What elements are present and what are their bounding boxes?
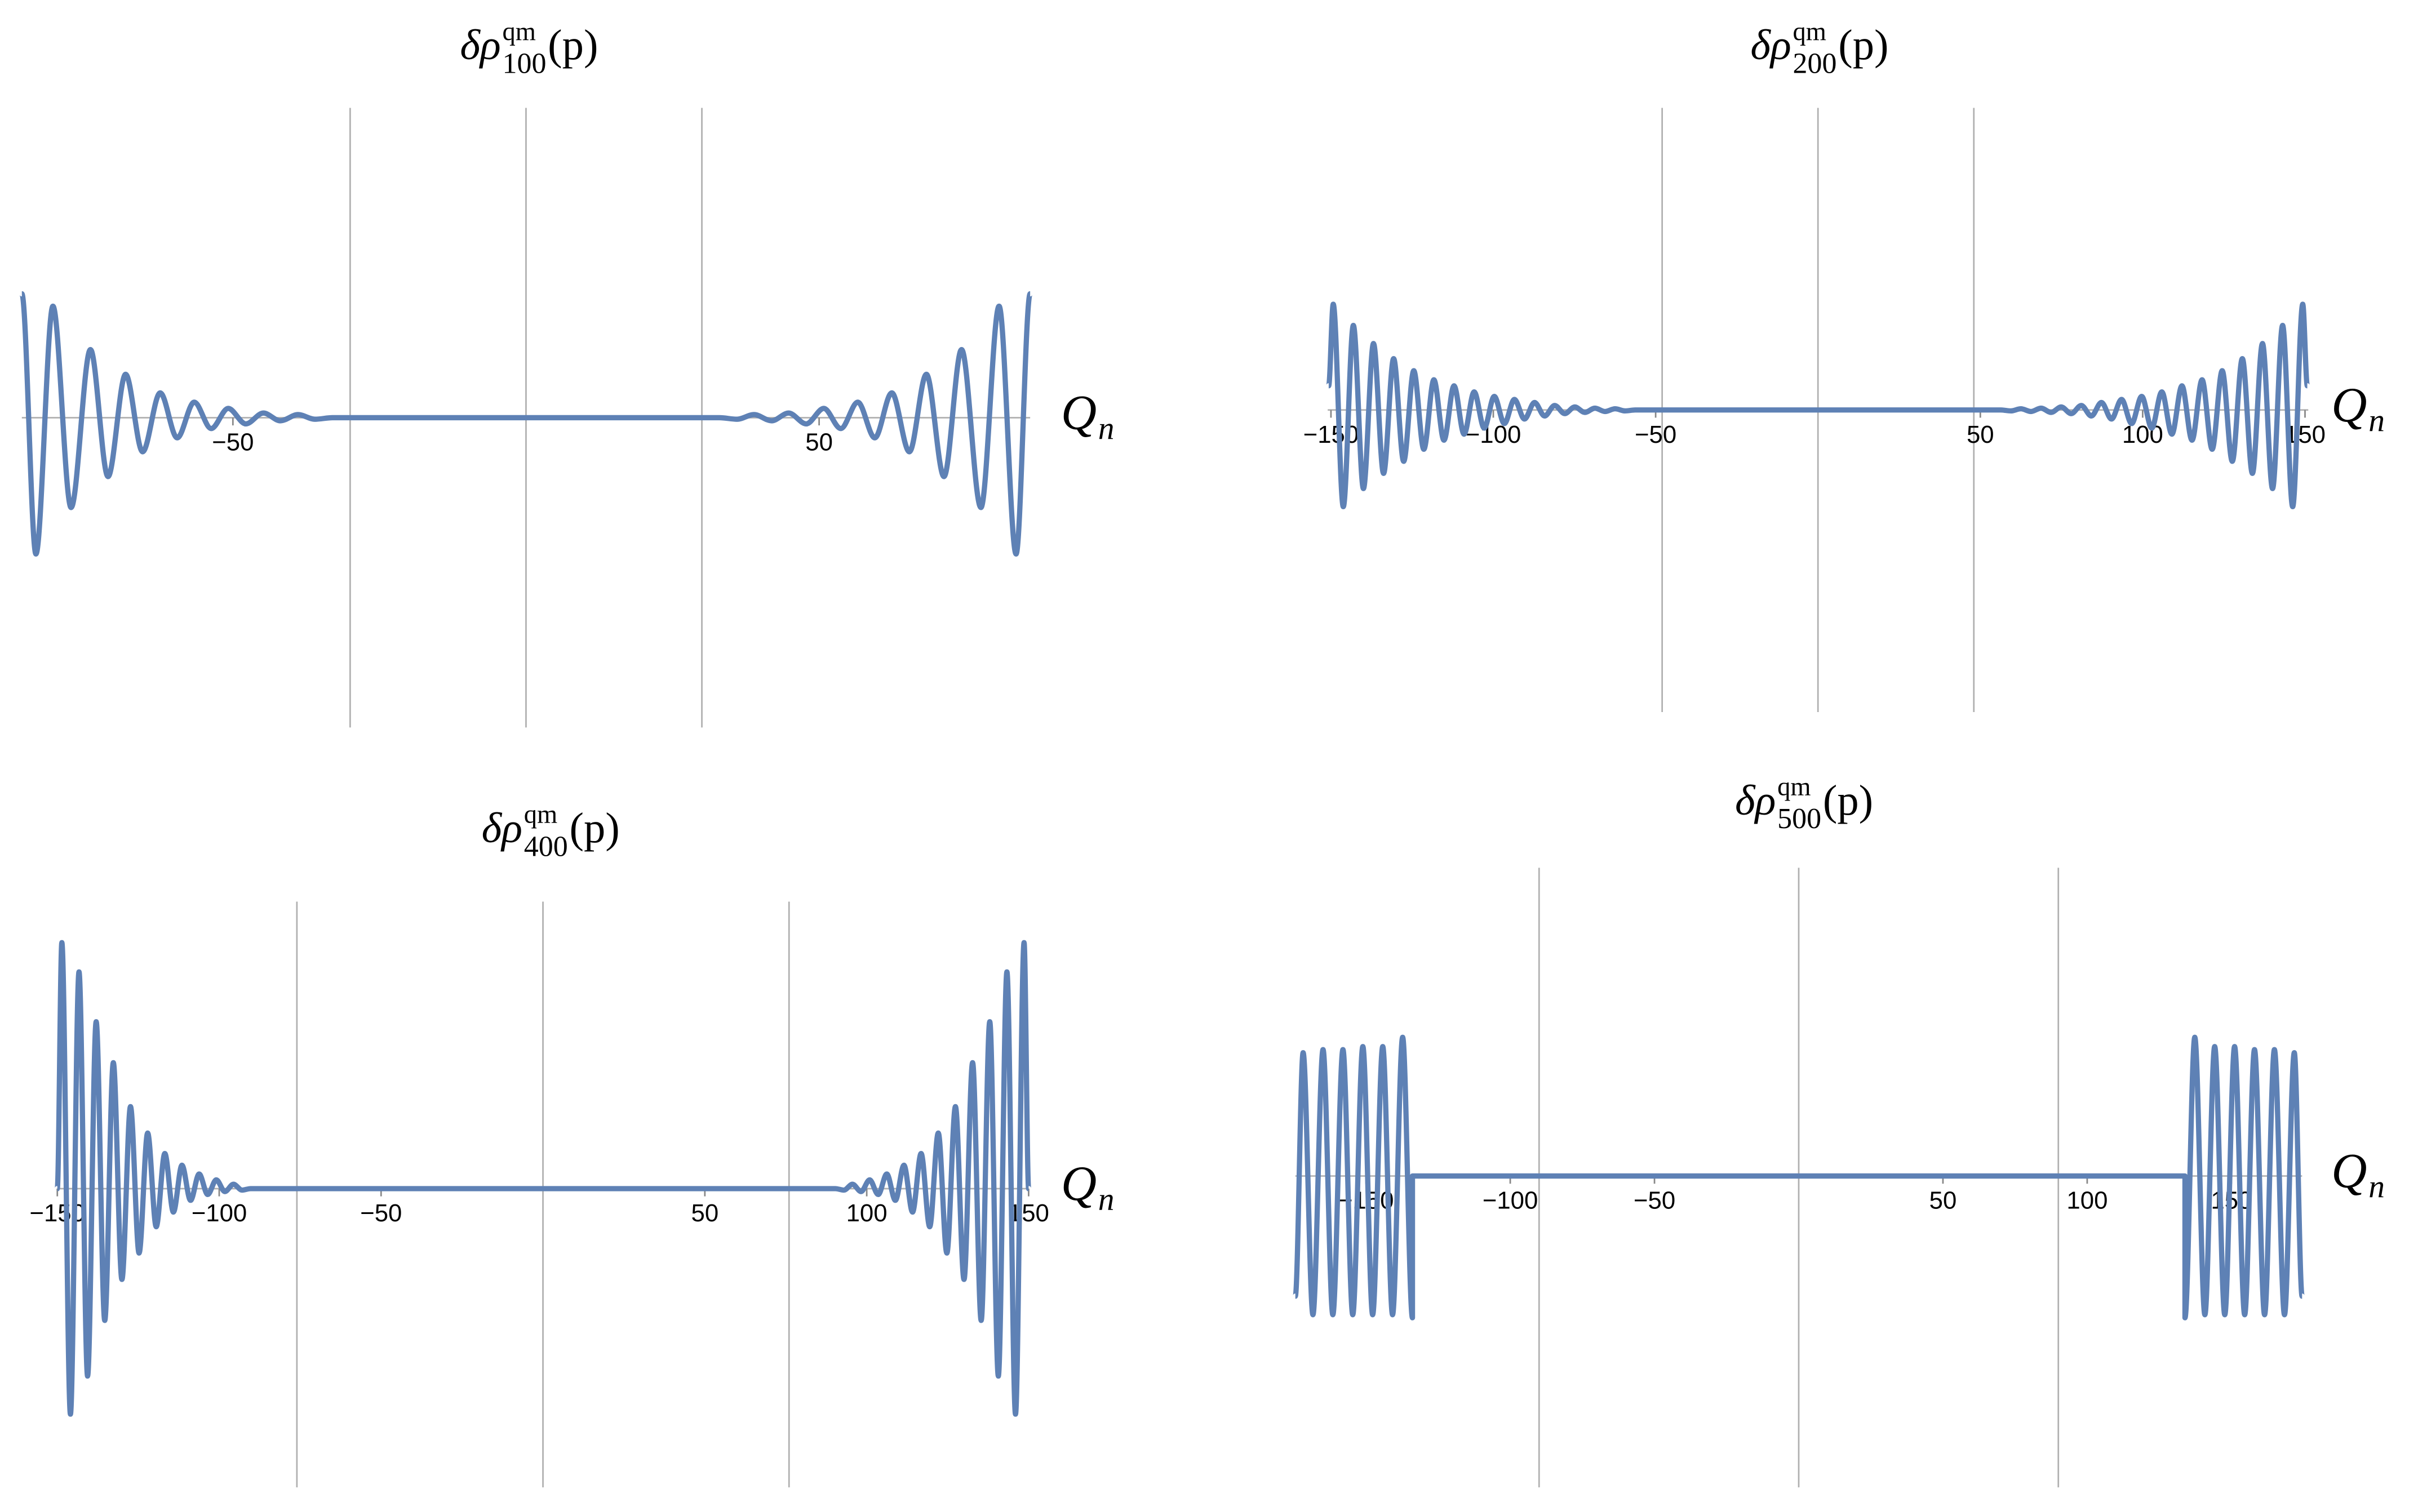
title-sup: qm [524,801,557,829]
x-axis-label-sub: n [2368,403,2385,439]
title-sub: 500 [1777,803,1821,835]
x-axis-label: Q [1061,385,1097,440]
data-line [19,291,1033,557]
x-tick-label: 50 [1967,421,1994,448]
x-axis-label: Q [2331,377,2367,432]
data-line [55,940,1032,1417]
x-axis-label-sub: n [1098,1182,1115,1217]
x-axis-label: Q [1061,1156,1097,1211]
x-tick-label: 100 [846,1199,888,1227]
x-tick-label: −100 [192,1199,247,1227]
x-axis-label-sub: n [2368,1169,2385,1204]
x-tick-label: 50 [805,429,833,456]
title-base: δρ [1750,21,1791,69]
x-tick-label: −100 [1466,421,1521,448]
title-arg: (p) [1823,776,1873,824]
title-arg: (p) [569,804,619,852]
data-line [1293,1034,2305,1320]
data-line [1326,301,2310,510]
x-tick-label: 100 [2066,1187,2108,1215]
title-arg: (p) [1838,21,1888,69]
title-base: δρ [1735,776,1776,824]
x-tick-label: −50 [1634,1187,1675,1215]
title-arg: (p) [548,21,598,69]
x-tick-label: 100 [2122,421,2163,448]
title-sup: qm [502,17,535,46]
x-tick-label: 50 [691,1199,718,1227]
title-sub: 100 [502,48,546,80]
x-tick-label: 50 [1929,1187,1957,1215]
title-sub: 200 [1793,48,1837,80]
title-base: δρ [482,804,522,852]
x-tick-label: 150 [1008,1199,1049,1227]
x-tick-label: −100 [1483,1187,1538,1215]
x-tick-label: −50 [1635,421,1676,448]
title-sub: 400 [524,830,568,862]
x-axis-label-sub: n [1098,411,1115,446]
x-tick-label: −50 [360,1199,402,1227]
x-tick-label: −50 [212,429,254,456]
title-sup: qm [1793,17,1826,46]
title-base: δρ [460,21,500,69]
x-axis-label: Q [2331,1144,2367,1198]
title-sup: qm [1777,772,1811,801]
